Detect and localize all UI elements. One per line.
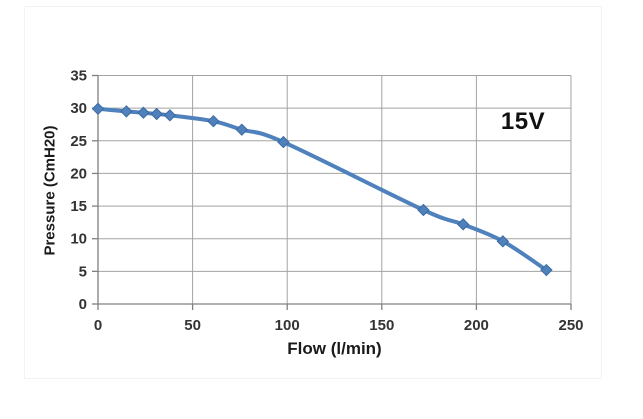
data-point-marker [163, 109, 177, 122]
data-point-marker [496, 235, 510, 248]
y-tick-label: 20 [70, 165, 87, 182]
data-point-marker [456, 218, 470, 231]
x-tick-label: 250 [558, 317, 583, 334]
data-point-marker [120, 105, 133, 118]
series-voltage-label: 15V [500, 108, 546, 135]
data-point-marker [235, 123, 248, 136]
y-tick-label: 35 [70, 68, 87, 85]
y-tick-label: 0 [79, 296, 87, 313]
data-point-marker [91, 102, 105, 116]
series-line-15v [96, 106, 549, 273]
y-tick-label: 30 [70, 100, 87, 117]
x-tick-label: 200 [464, 317, 489, 334]
data-point-marker [417, 203, 430, 217]
y-tick-label: 25 [70, 133, 87, 150]
data-point-marker [277, 135, 290, 149]
data-point-marker [137, 106, 150, 119]
data-point-marker [150, 107, 163, 121]
x-tick-label: 50 [184, 317, 201, 334]
y-tick-label: 10 [70, 231, 87, 248]
y-axis-title: Pressure (CmH20) [41, 125, 59, 256]
x-tick-label: 0 [94, 317, 102, 334]
x-axis-title: Flow (l/min) [287, 339, 382, 358]
y-tick-label: 15 [70, 198, 87, 215]
x-tick-label: 100 [275, 317, 300, 334]
data-point-marker [540, 263, 553, 277]
y-tick-label: 5 [79, 263, 87, 280]
x-tick-label: 150 [369, 317, 394, 334]
data-point-marker [207, 114, 220, 128]
